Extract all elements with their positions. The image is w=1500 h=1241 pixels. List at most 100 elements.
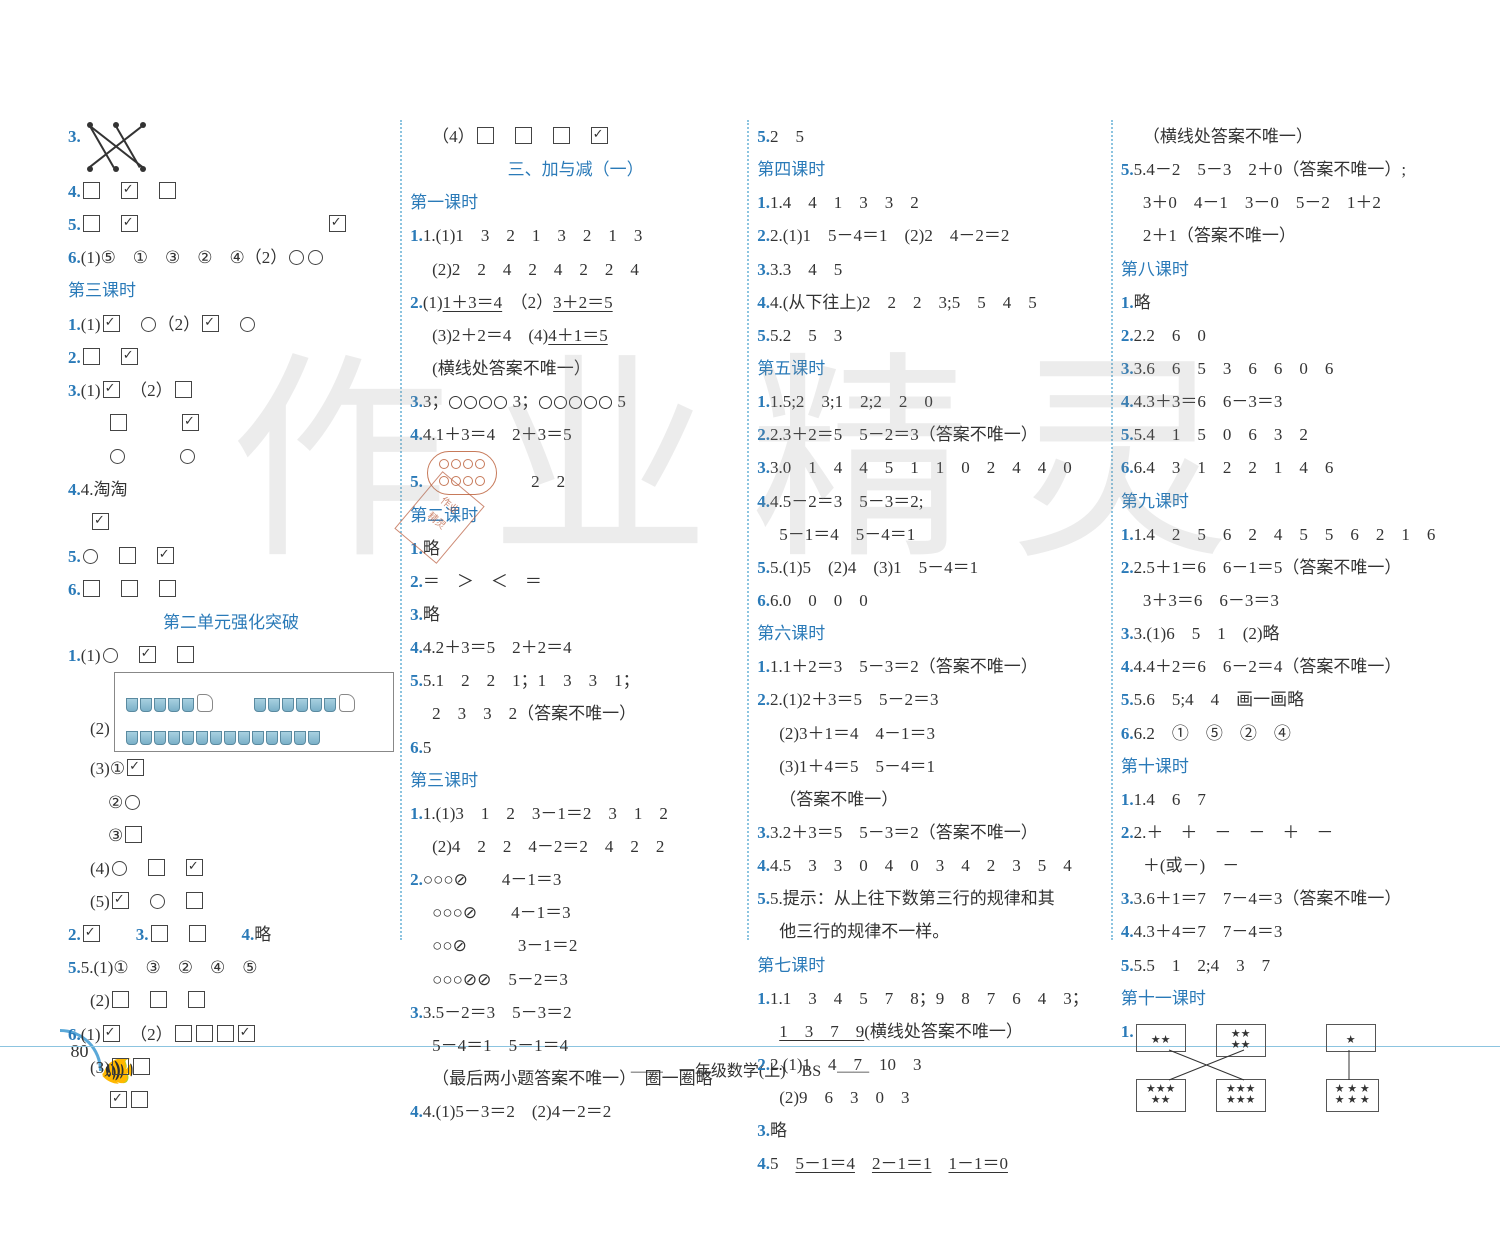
q-label: 4. (757, 856, 770, 875)
answer-text: (2)3＋1＝4 4－1＝3 (757, 717, 1105, 750)
answer-text: (2)2 2 4 2 4 2 2 4 (410, 253, 741, 286)
q-label: 2. (68, 925, 81, 944)
answer-text: 5.4 1 5 0 6 3 2 (1134, 425, 1308, 444)
circle-icon (141, 317, 156, 332)
circle-icon (103, 648, 118, 663)
answer-text: 2.(1)1 4 7 10 3 (770, 1055, 922, 1074)
answer-text: ○○⊘ 3－1＝2 (410, 929, 741, 962)
answer-text: 2.＋ ＋ － － ＋ － (1134, 823, 1334, 842)
answer-text: 4.(1)5－3＝2 (2)4－2＝2 (423, 1102, 611, 1121)
box-icon (83, 215, 100, 232)
q-label: 5. (757, 889, 770, 908)
section-heading: 第五课时 (757, 352, 1105, 385)
q-label: 2. (757, 690, 770, 709)
underline-text: 2－1＝1 (872, 1154, 932, 1173)
circle-icon (110, 449, 125, 464)
q-label: 1. (1121, 525, 1134, 544)
answer-text: 1.4 2 5 6 2 4 5 5 6 2 1 6 (1134, 525, 1436, 544)
answer-text: 3.5－2＝3 5－3＝2 (423, 1003, 572, 1022)
q-label: 2. (410, 870, 423, 889)
q-label: 3. (68, 127, 81, 146)
q-label: 3. (410, 1003, 423, 1022)
answer-text: （横线处答案不唯一） (1121, 120, 1452, 153)
box-check-icon (103, 1025, 120, 1042)
q-label: 1. (1121, 293, 1134, 312)
section-heading: 第一课时 (410, 186, 741, 219)
q-label: 4. (410, 1102, 423, 1121)
section-heading: 第三课时 (68, 274, 394, 307)
answer-text: (2) (90, 719, 110, 738)
underline-text: 5－1＝4 (795, 1154, 855, 1173)
answer-text: ○○○⊘⊘ 5－2＝3 (410, 963, 741, 996)
q-label: 2. (410, 293, 423, 312)
answer-text: (1) (81, 1025, 101, 1044)
circle-icon (112, 861, 127, 876)
answer-text: 4.5 3 3 0 4 0 3 4 2 3 5 4 (770, 856, 1072, 875)
box-icon (150, 991, 167, 1008)
box-check-icon (121, 348, 138, 365)
answer-text: 1.(1)1 3 2 1 3 2 1 3 (423, 226, 643, 245)
answer-text: (横线处答案不唯一） (864, 1022, 1023, 1041)
answer-text: （最后两小题答案不唯一） 圈一圈略 (410, 1062, 741, 1095)
q-label: 5. (1121, 160, 1134, 179)
q-label: 6. (68, 1025, 81, 1044)
underline-text: 4＋1＝5 (548, 326, 608, 345)
section-heading: 第九课时 (1121, 485, 1452, 518)
box-icon (83, 182, 100, 199)
q-label: 1. (1121, 790, 1134, 809)
q-label: 1. (757, 193, 770, 212)
q-label: 6. (410, 738, 423, 757)
q-label: 4. (1121, 392, 1134, 411)
section-heading: 第七课时 (757, 949, 1105, 982)
answer-text: (3)1＋4＝5 5－4＝1 (757, 750, 1105, 783)
answer-text: 5.提示：从上往下数第三行的规律和其 (770, 889, 1055, 908)
box-check-icon (121, 182, 138, 199)
circle-icon (180, 449, 195, 464)
column-4: （横线处答案不唯一） 5.5.4－2 5－3 2＋0（答案不唯一）; 3＋0 4… (1113, 120, 1460, 1181)
q-label: 3. (1121, 624, 1134, 643)
box-icon (175, 381, 192, 398)
box-check-icon (202, 315, 219, 332)
section-heading: 第十课时 (1121, 750, 1452, 783)
answer-text: 3.0 1 4 4 5 1 1 0 2 4 4 0 (770, 458, 1072, 477)
circle-icon (289, 250, 304, 265)
box-icon (119, 547, 136, 564)
q-label: 3. (136, 925, 149, 944)
section-heading: 第六课时 (757, 617, 1105, 650)
box-check-icon (92, 513, 109, 530)
q-label: 3. (410, 392, 423, 411)
q-label: 3. (1121, 889, 1134, 908)
underline-text: 1＋3＝4 (443, 293, 503, 312)
answer-text: (2) (90, 991, 110, 1010)
cross-diagram (85, 120, 155, 175)
answer-text: 5.6 5;4 4 画一画略 (1134, 690, 1304, 709)
circle-icon (83, 549, 98, 564)
answer-text: 3＋0 4－1 3－0 5－2 1＋2 (1121, 186, 1452, 219)
q-label: 1. (68, 315, 81, 334)
box-check-icon (329, 215, 346, 232)
answer-text: 他三行的规律不一样。 (757, 915, 1105, 948)
box-check-icon (103, 381, 120, 398)
q-label: 3. (68, 381, 81, 400)
q-label: 3. (1121, 359, 1134, 378)
answer-text: 4.3＋4＝7 7－4＝3 (1134, 922, 1283, 941)
box-icon (217, 1025, 234, 1042)
box-icon (83, 348, 100, 365)
q-label: 5. (410, 671, 423, 690)
q-label: 1. (757, 657, 770, 676)
box-check-icon (83, 925, 100, 942)
box-icon (186, 892, 203, 909)
q-label: 2. (68, 348, 81, 367)
page-content: 3. 4. 5. 6.(1)⑤ ① ③ ② ④（2） 第三课时 1.(1) （2… (0, 0, 1500, 1241)
answer-text: (3)① (90, 759, 125, 778)
answer-text: (1) (81, 646, 101, 665)
q-label: 5. (757, 127, 770, 146)
q-label: 6. (68, 580, 81, 599)
answer-text: 1.4 4 1 3 3 2 (770, 193, 919, 212)
answer-text: 4.(从下往上)2 2 2 3;5 5 4 5 (770, 293, 1037, 312)
box-check-icon (127, 759, 144, 776)
answer-text: (5) (90, 892, 110, 911)
q-label: 4. (410, 638, 423, 657)
answer-text: 4.5－2＝3 5－3＝2; (770, 492, 923, 511)
circle-icon (125, 795, 140, 810)
